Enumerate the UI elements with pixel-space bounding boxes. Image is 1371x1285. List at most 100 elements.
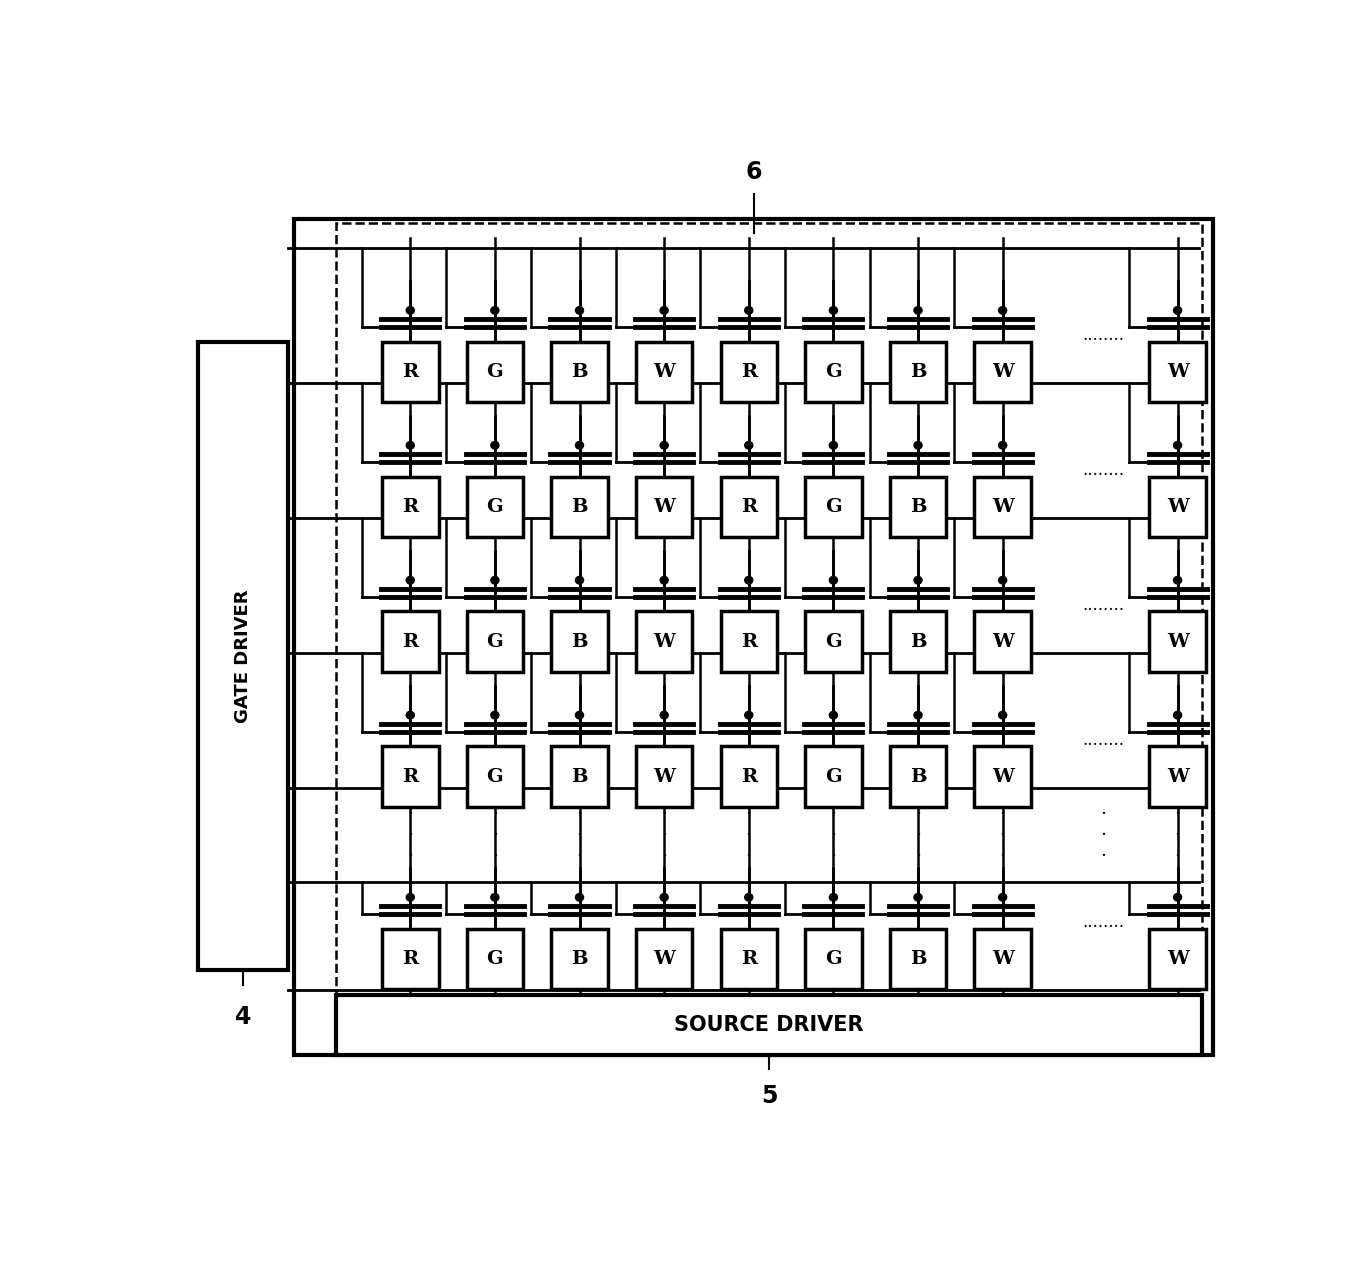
Circle shape <box>744 307 753 314</box>
Circle shape <box>744 893 753 901</box>
Circle shape <box>406 712 414 718</box>
Text: SOURCE DRIVER: SOURCE DRIVER <box>675 1015 864 1034</box>
Text: W: W <box>1167 950 1189 968</box>
Text: G: G <box>487 950 503 968</box>
Text: W: W <box>1167 362 1189 380</box>
Text: GATE DRIVER: GATE DRIVER <box>234 590 252 723</box>
Bar <box>805 747 861 807</box>
Bar <box>975 929 1031 989</box>
Circle shape <box>659 442 668 448</box>
Bar <box>636 477 692 537</box>
Circle shape <box>744 442 753 448</box>
Text: ·
·
·: · · · <box>999 806 1006 865</box>
Circle shape <box>491 577 499 583</box>
Bar <box>551 342 607 402</box>
Text: W: W <box>1167 767 1189 785</box>
Text: B: B <box>910 632 927 650</box>
Bar <box>975 612 1031 672</box>
Text: W: W <box>991 362 1013 380</box>
Text: R: R <box>740 632 757 650</box>
Bar <box>1149 477 1206 537</box>
Bar <box>466 612 524 672</box>
Circle shape <box>659 893 668 901</box>
Circle shape <box>744 577 753 583</box>
Text: 5: 5 <box>761 1085 777 1108</box>
Bar <box>890 929 946 989</box>
Circle shape <box>998 893 1006 901</box>
Circle shape <box>406 307 414 314</box>
Text: G: G <box>487 767 503 785</box>
Circle shape <box>998 442 1006 448</box>
Bar <box>975 342 1031 402</box>
Bar <box>890 612 946 672</box>
Bar <box>383 477 439 537</box>
Bar <box>466 929 524 989</box>
Bar <box>721 612 777 672</box>
Circle shape <box>1174 893 1182 901</box>
Bar <box>721 747 777 807</box>
Text: ·
·
·: · · · <box>492 806 498 865</box>
Text: ·
·
·: · · · <box>661 806 668 865</box>
Text: B: B <box>572 632 588 650</box>
Circle shape <box>659 577 668 583</box>
Circle shape <box>491 307 499 314</box>
Bar <box>466 477 524 537</box>
Bar <box>636 929 692 989</box>
Text: B: B <box>910 362 927 380</box>
Text: G: G <box>825 632 842 650</box>
Bar <box>636 612 692 672</box>
Text: R: R <box>740 950 757 968</box>
Bar <box>890 342 946 402</box>
Circle shape <box>491 442 499 448</box>
Bar <box>551 747 607 807</box>
Circle shape <box>829 577 838 583</box>
Bar <box>1149 929 1206 989</box>
Text: W: W <box>653 950 675 968</box>
Circle shape <box>914 712 923 718</box>
Bar <box>197 342 288 970</box>
Text: B: B <box>572 362 588 380</box>
Text: ·
·
·: · · · <box>576 806 583 865</box>
Text: R: R <box>402 362 418 380</box>
Text: B: B <box>910 950 927 968</box>
Bar <box>805 342 861 402</box>
Bar <box>805 929 861 989</box>
Circle shape <box>491 712 499 718</box>
Text: B: B <box>572 767 588 785</box>
Text: B: B <box>910 767 927 785</box>
Bar <box>551 929 607 989</box>
Text: G: G <box>487 632 503 650</box>
Text: W: W <box>653 362 675 380</box>
Bar <box>721 342 777 402</box>
Text: W: W <box>1167 632 1189 650</box>
Circle shape <box>998 712 1006 718</box>
Text: G: G <box>825 362 842 380</box>
Bar <box>383 747 439 807</box>
Bar <box>293 218 1212 1055</box>
Text: G: G <box>825 497 842 515</box>
Text: 4: 4 <box>234 1005 251 1029</box>
Text: R: R <box>402 497 418 515</box>
Circle shape <box>576 307 584 314</box>
Bar <box>890 747 946 807</box>
Bar <box>975 477 1031 537</box>
Circle shape <box>1174 577 1182 583</box>
Text: ·
·
·: · · · <box>1175 806 1180 865</box>
Circle shape <box>576 893 584 901</box>
Circle shape <box>914 307 923 314</box>
Text: ........: ........ <box>1082 732 1124 749</box>
Circle shape <box>829 442 838 448</box>
Text: R: R <box>740 767 757 785</box>
Circle shape <box>406 893 414 901</box>
Text: W: W <box>653 632 675 650</box>
Circle shape <box>576 442 584 448</box>
Text: ........: ........ <box>1082 598 1124 614</box>
Text: W: W <box>653 497 675 515</box>
Text: B: B <box>572 950 588 968</box>
Text: ·
·
·: · · · <box>407 806 413 865</box>
Circle shape <box>1174 712 1182 718</box>
Circle shape <box>406 442 414 448</box>
Text: W: W <box>991 950 1013 968</box>
Circle shape <box>829 893 838 901</box>
Text: W: W <box>653 767 675 785</box>
